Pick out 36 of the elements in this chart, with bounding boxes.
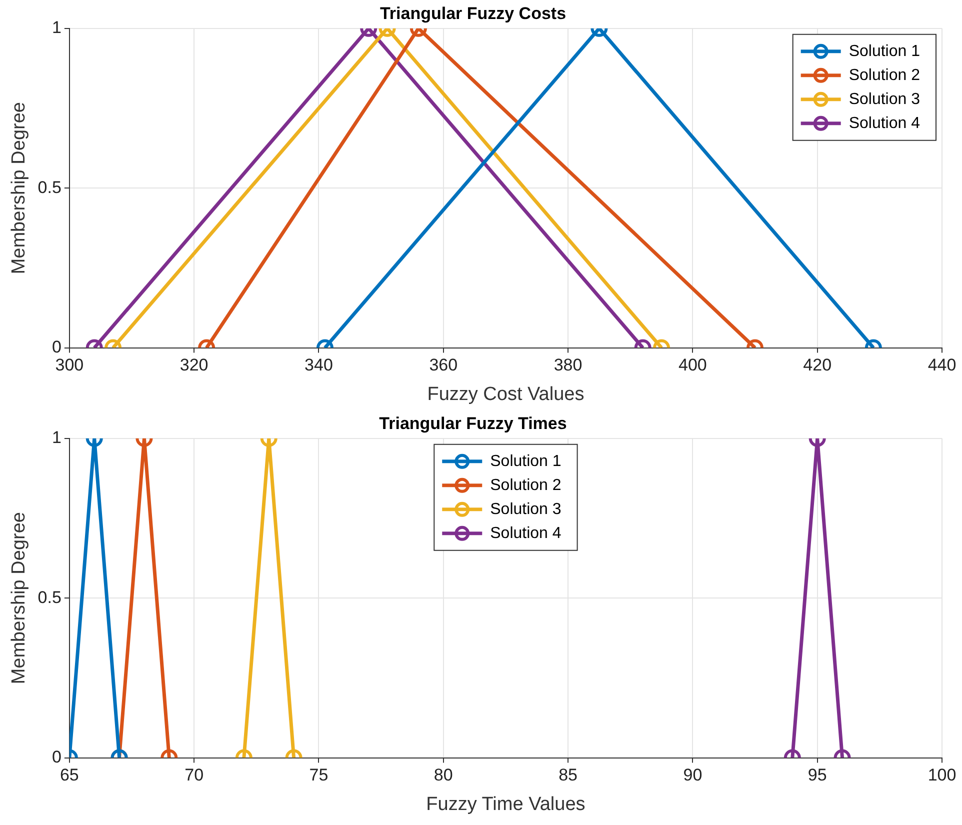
x-tick-label: 300 bbox=[55, 356, 84, 375]
x-tick-label: 440 bbox=[928, 356, 956, 375]
x-tick-label: 95 bbox=[808, 766, 827, 785]
legend-label: Solution 3 bbox=[848, 90, 920, 108]
y-tick-label: 0.5 bbox=[38, 588, 62, 607]
chart-title: Triangular Fuzzy Times bbox=[379, 414, 567, 433]
legend-label: Solution 4 bbox=[848, 114, 920, 132]
legend-label: Solution 1 bbox=[848, 42, 920, 60]
legend-label: Solution 2 bbox=[490, 476, 562, 494]
x-tick-label: 80 bbox=[434, 766, 453, 785]
y-axis-title: Membership Degree bbox=[8, 102, 30, 274]
x-tick-label: 65 bbox=[60, 766, 79, 785]
x-tick-label: 360 bbox=[429, 356, 458, 375]
y-tick-label: 0 bbox=[52, 337, 62, 356]
x-tick-label: 320 bbox=[180, 356, 208, 375]
y-tick-label: 1 bbox=[52, 18, 62, 38]
x-tick-label: 85 bbox=[558, 766, 578, 785]
legend-label: Solution 3 bbox=[490, 500, 562, 518]
chart-title: Triangular Fuzzy Costs bbox=[380, 4, 566, 23]
x-tick-label: 100 bbox=[928, 766, 956, 785]
x-axis-title: Fuzzy Time Values bbox=[426, 794, 586, 815]
x-tick-label: 90 bbox=[683, 766, 702, 785]
y-tick-label: 1 bbox=[52, 428, 62, 448]
x-tick-label: 70 bbox=[184, 766, 204, 785]
y-tick-label: 0 bbox=[52, 747, 62, 766]
x-tick-label: 420 bbox=[803, 356, 832, 375]
y-axis-title: Membership Degree bbox=[8, 512, 30, 684]
legend-label: Solution 2 bbox=[848, 66, 920, 84]
x-tick-label: 400 bbox=[678, 356, 707, 375]
legend-label: Solution 4 bbox=[490, 524, 562, 542]
legend-label: Solution 1 bbox=[490, 452, 562, 470]
x-tick-label: 340 bbox=[304, 356, 333, 375]
x-axis-title: Fuzzy Cost Values bbox=[427, 384, 584, 405]
y-tick-label: 0.5 bbox=[38, 178, 62, 197]
x-tick-label: 380 bbox=[554, 356, 582, 375]
x-tick-label: 75 bbox=[309, 766, 328, 785]
